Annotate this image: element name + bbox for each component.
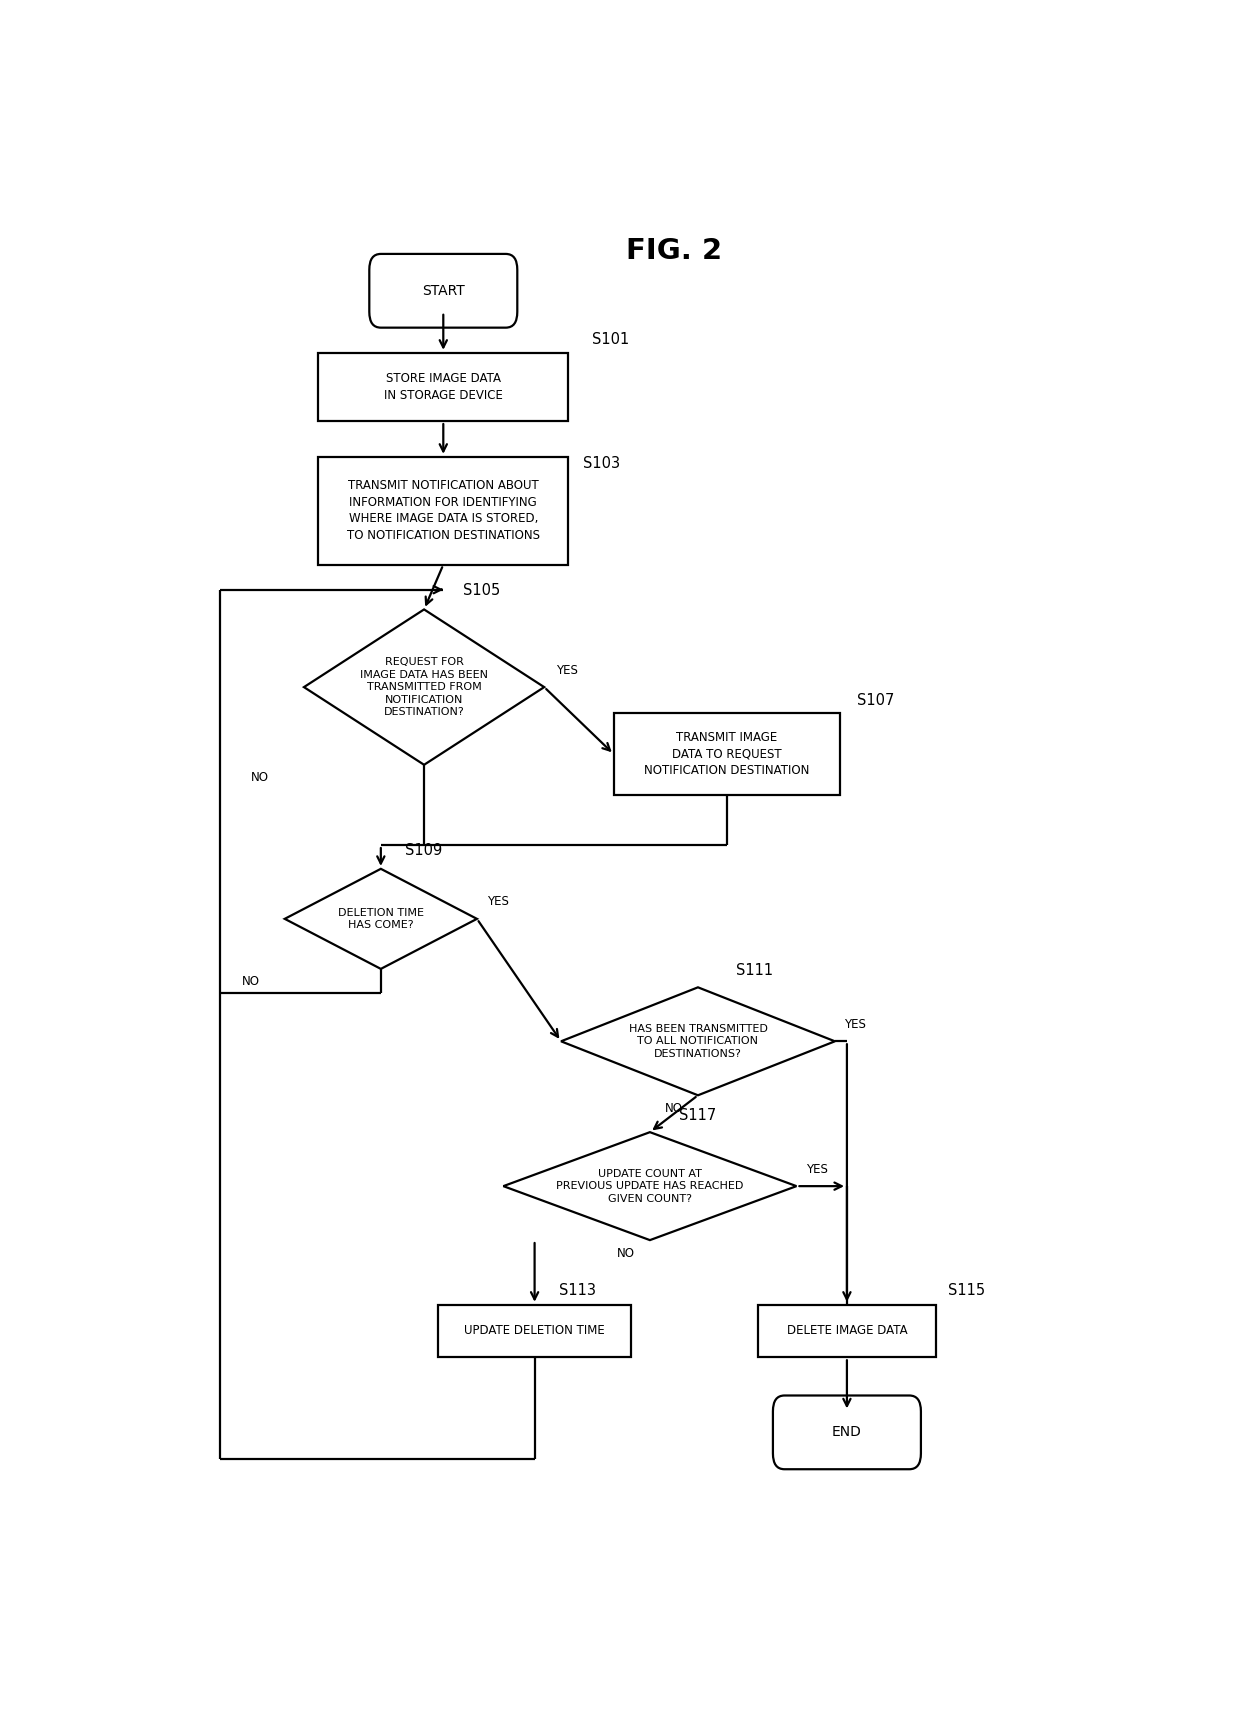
Text: YES: YES (844, 1017, 867, 1031)
Bar (614, 713, 839, 795)
Text: YES: YES (486, 896, 508, 908)
Polygon shape (304, 609, 544, 764)
Text: NO: NO (665, 1101, 683, 1115)
Text: HAS BEEN TRANSMITTED
TO ALL NOTIFICATION
DESTINATIONS?: HAS BEEN TRANSMITTED TO ALL NOTIFICATION… (629, 1024, 768, 1058)
Text: S101: S101 (593, 332, 630, 347)
Text: S105: S105 (463, 583, 500, 597)
Text: S111: S111 (737, 963, 774, 978)
Text: END: END (832, 1426, 862, 1440)
Text: NO: NO (616, 1247, 635, 1260)
Text: DELETION TIME
HAS COME?: DELETION TIME HAS COME? (337, 908, 424, 930)
Polygon shape (560, 987, 835, 1096)
Text: S103: S103 (583, 457, 620, 472)
Polygon shape (285, 869, 477, 970)
Text: UPDATE DELETION TIME: UPDATE DELETION TIME (464, 1325, 605, 1337)
Polygon shape (503, 1132, 796, 1240)
FancyBboxPatch shape (773, 1395, 921, 1469)
Text: FIG. 2: FIG. 2 (626, 238, 722, 265)
Text: DELETE IMAGE DATA: DELETE IMAGE DATA (786, 1325, 908, 1337)
Text: STORE IMAGE DATA
IN STORAGE DEVICE: STORE IMAGE DATA IN STORAGE DEVICE (384, 373, 502, 402)
Text: YES: YES (806, 1163, 828, 1175)
Text: REQUEST FOR
IMAGE DATA HAS BEEN
TRANSMITTED FROM
NOTIFICATION
DESTINATION?: REQUEST FOR IMAGE DATA HAS BEEN TRANSMIT… (360, 657, 489, 716)
Bar (319, 457, 568, 564)
Text: S113: S113 (559, 1282, 595, 1298)
Bar (439, 1305, 631, 1358)
Bar (758, 1305, 936, 1358)
Text: S109: S109 (404, 843, 443, 858)
Text: S107: S107 (857, 693, 894, 708)
Text: NO: NO (242, 975, 259, 988)
Text: START: START (422, 284, 465, 298)
Text: TRANSMIT NOTIFICATION ABOUT
INFORMATION FOR IDENTIFYING
WHERE IMAGE DATA IS STOR: TRANSMIT NOTIFICATION ABOUT INFORMATION … (347, 479, 539, 542)
Text: UPDATE COUNT AT
PREVIOUS UPDATE HAS REACHED
GIVEN COUNT?: UPDATE COUNT AT PREVIOUS UPDATE HAS REAC… (557, 1168, 744, 1204)
Text: NO: NO (250, 771, 269, 785)
Bar (319, 352, 568, 421)
Text: S115: S115 (947, 1282, 985, 1298)
Text: YES: YES (556, 663, 578, 677)
Text: S117: S117 (678, 1108, 715, 1123)
FancyBboxPatch shape (370, 253, 517, 328)
Text: TRANSMIT IMAGE
DATA TO REQUEST
NOTIFICATION DESTINATION: TRANSMIT IMAGE DATA TO REQUEST NOTIFICAT… (644, 732, 810, 778)
